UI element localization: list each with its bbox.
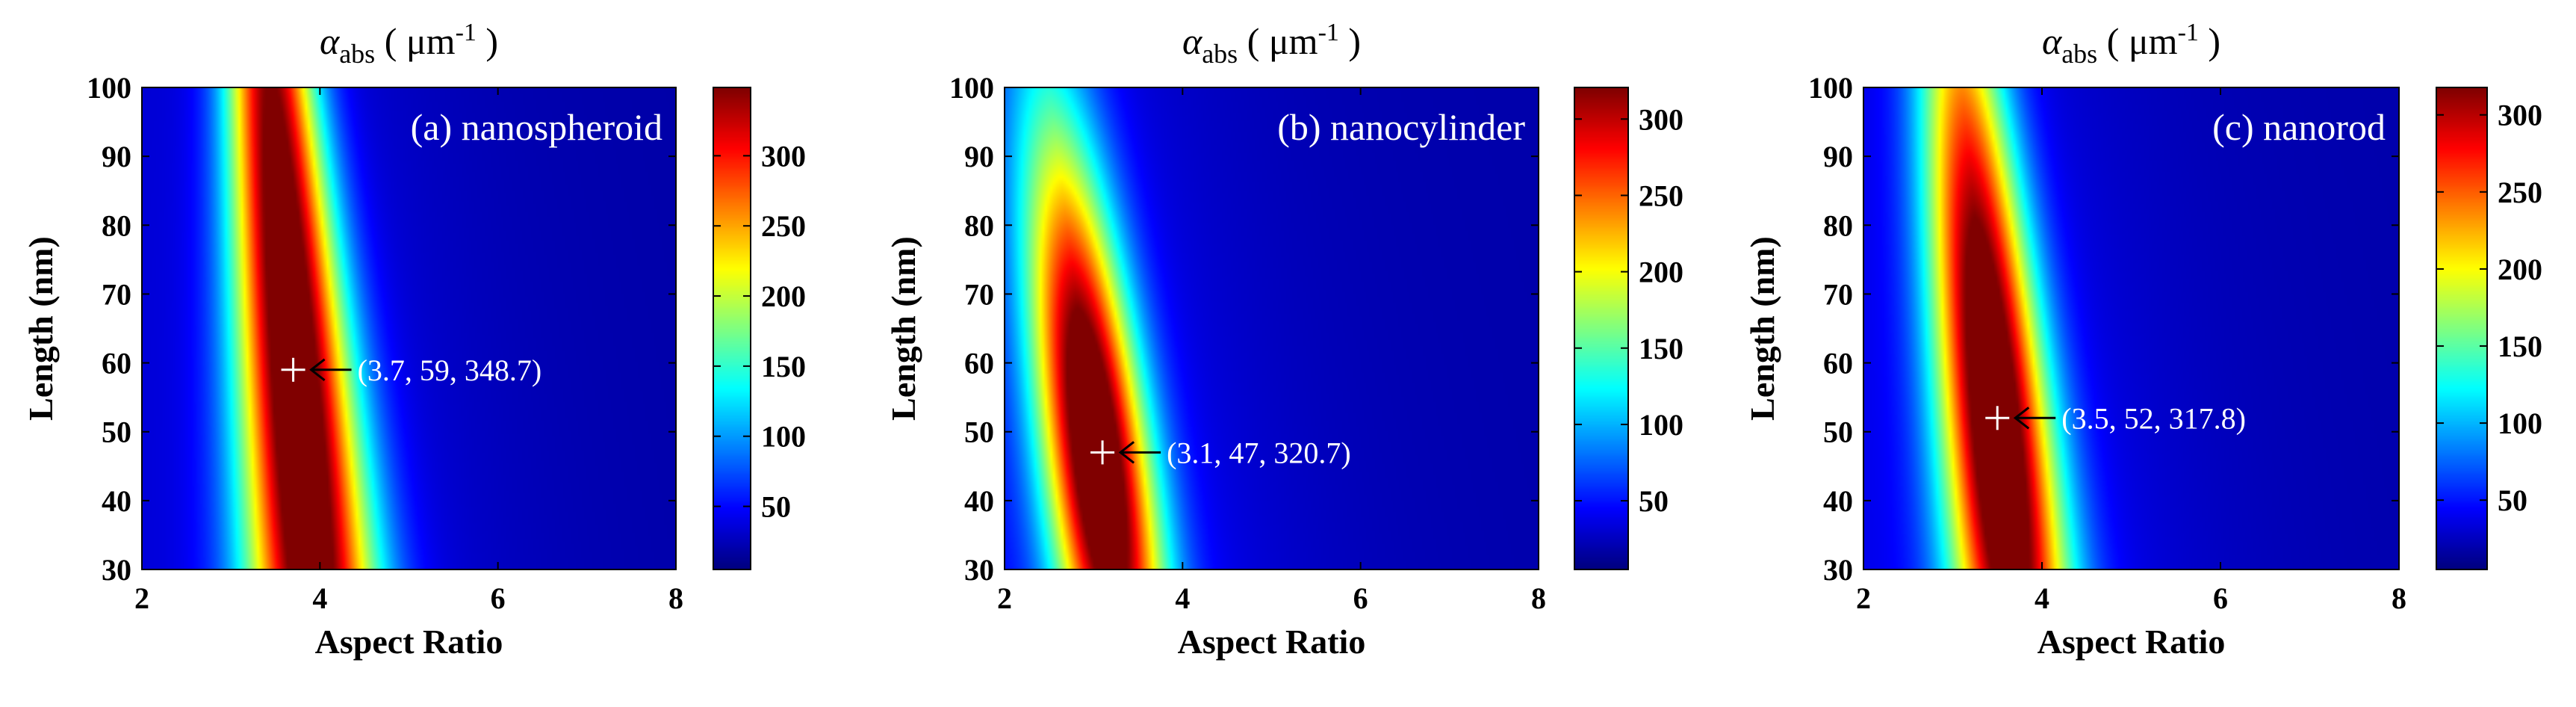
y-tick-label: 30 — [964, 553, 994, 587]
plot-frame — [141, 87, 677, 570]
x-tick-label: 4 — [2035, 581, 2049, 615]
peak-annotation: (3.7, 59, 348.7) — [358, 354, 542, 387]
x-axis-label: Aspect Ratio — [1178, 623, 1366, 661]
panel-title: αabs ( μm-1 ) — [1182, 19, 1361, 69]
y-tick-label: 40 — [102, 484, 131, 518]
colorbar-tick-label: 100 — [2498, 407, 2542, 440]
colorbar-tick-label: 150 — [2498, 330, 2542, 363]
y-axis-label: Length (nm) — [1743, 236, 1781, 421]
y-tick-label: 70 — [964, 277, 994, 311]
panel-label: (a) nanospheroid — [411, 106, 662, 148]
colorbar-tick-label: 200 — [761, 280, 806, 313]
y-tick-label: 60 — [102, 347, 131, 380]
peak-arrow-head — [1118, 441, 1135, 464]
colorbar-tick-label: 300 — [761, 139, 806, 173]
y-tick-label: 90 — [964, 140, 994, 173]
y-axis-label: Length (nm) — [884, 236, 922, 421]
colorbar-tick-label: 200 — [2498, 253, 2542, 286]
panel-label: (c) nanorod — [2212, 106, 2386, 148]
x-tick-label: 8 — [2392, 581, 2406, 615]
colorbar-tick-label: 100 — [1639, 408, 1683, 442]
colorbar-gradient — [2436, 87, 2487, 569]
y-tick-label: 60 — [964, 347, 994, 380]
colorbar-tick-label: 250 — [761, 209, 806, 243]
colorbar-gradient — [1574, 87, 1628, 569]
peak-annotation: (3.5, 52, 317.8) — [2061, 401, 2246, 435]
x-axis-label: Aspect Ratio — [2037, 623, 2226, 661]
y-tick-label: 80 — [102, 209, 131, 242]
y-tick-label: 100 — [87, 71, 131, 105]
y-tick-label: 40 — [964, 484, 994, 518]
y-tick-label: 50 — [964, 416, 994, 449]
y-tick-label: 90 — [1823, 140, 1853, 173]
x-tick-label: 4 — [312, 581, 327, 615]
panel-title: αabs ( μm-1 ) — [2042, 19, 2220, 69]
colorbar-frame — [713, 87, 751, 570]
y-tick-label: 60 — [1823, 347, 1853, 380]
colorbar-tick-label: 50 — [1639, 484, 1669, 518]
colorbar-gradient — [713, 87, 751, 569]
heatmap-image — [142, 87, 676, 569]
colorbar-tick-label: 100 — [761, 420, 806, 454]
y-tick-label: 80 — [964, 209, 994, 242]
peak-annotation: (3.1, 47, 320.7) — [1167, 436, 1351, 469]
y-tick-label: 100 — [949, 71, 994, 105]
colorbar-tick-label: 300 — [1639, 102, 1683, 136]
x-tick-label: 8 — [1531, 581, 1546, 615]
y-tick-label: 80 — [1823, 209, 1853, 242]
colorbar-tick-label: 200 — [1639, 256, 1683, 289]
x-tick-label: 8 — [668, 581, 683, 615]
x-tick-label: 4 — [1175, 581, 1190, 615]
panel-label: (b) nanocylinder — [1277, 106, 1525, 148]
y-tick-label: 50 — [102, 416, 131, 449]
colorbar-tick-label: 250 — [1639, 179, 1683, 212]
plot-frame — [1863, 87, 2400, 570]
colorbar-tick-label: 50 — [2498, 484, 2527, 517]
panel-2: 2 4 6 8 30 40 50 60 70 80 90 100 Aspect Ratio Length … — [884, 19, 1683, 661]
x-axis-label: Aspect Ratio — [315, 623, 503, 661]
y-tick-label: 70 — [1823, 277, 1853, 311]
y-axis-label: Length (nm) — [22, 236, 60, 421]
panel-3: 2 4 6 8 30 40 50 60 70 80 90 100 Aspect Ratio Length … — [1743, 19, 2542, 661]
peak-arrow-head — [2013, 407, 2030, 430]
peak-arrow-head — [309, 358, 326, 381]
plot-frame — [1004, 87, 1539, 570]
x-tick-label: 2 — [1856, 581, 1871, 615]
heatmap-image — [1005, 87, 1539, 569]
x-tick-label: 2 — [997, 581, 1012, 615]
colorbar-tick-label: 300 — [2498, 99, 2542, 132]
y-tick-label: 90 — [102, 140, 131, 173]
colorbar-frame — [2436, 87, 2488, 570]
colorbar-tick-label: 50 — [761, 490, 791, 524]
colorbar-tick-label: 250 — [2498, 176, 2542, 209]
y-tick-label: 70 — [102, 277, 131, 311]
colorbar-tick-label: 150 — [1639, 332, 1683, 365]
colorbar-frame — [1574, 87, 1629, 570]
x-tick-label: 6 — [2213, 581, 2228, 615]
y-tick-label: 30 — [1823, 553, 1853, 587]
y-tick-label: 30 — [102, 553, 131, 587]
colorbar-tick-label: 150 — [761, 350, 806, 383]
x-tick-label: 2 — [134, 581, 149, 615]
heatmap-image — [1863, 87, 2399, 569]
x-tick-label: 6 — [491, 581, 506, 615]
panel-1: 2 4 6 8 30 40 50 60 70 80 90 100 Aspect Ratio Length … — [22, 19, 806, 661]
y-tick-label: 40 — [1823, 484, 1853, 518]
panel-title: αabs ( μm-1 ) — [320, 19, 498, 69]
x-tick-label: 6 — [1353, 581, 1368, 615]
y-tick-label: 100 — [1808, 71, 1853, 105]
y-tick-label: 50 — [1823, 416, 1853, 449]
